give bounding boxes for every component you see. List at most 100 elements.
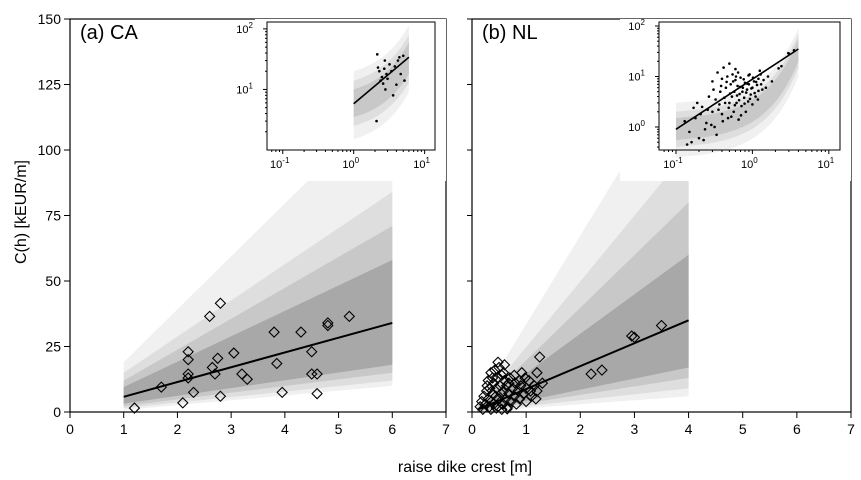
inset-data-point (743, 102, 746, 105)
data-point (498, 359, 511, 371)
data-point (271, 357, 283, 370)
data-point (322, 319, 334, 332)
inset-data-point (712, 88, 715, 91)
data-point (481, 380, 493, 392)
data-point (182, 372, 194, 384)
inset-data-point (752, 80, 756, 83)
inset-data-point (395, 83, 398, 86)
inset-frame (266, 21, 436, 151)
data-point (214, 297, 227, 310)
inset-data-point (720, 77, 724, 81)
inset-data-point (720, 112, 724, 116)
inset-data-point (732, 110, 736, 114)
y-tick-label: 50 (45, 273, 61, 289)
inset-data-point (382, 67, 386, 71)
inset-y-tick-exponent: 2 (249, 21, 254, 30)
inset-data-point (744, 91, 748, 94)
data-point (510, 398, 523, 410)
confidence-band-3 (123, 260, 393, 404)
fit-line (123, 321, 393, 398)
y-axis-label: C(h) [kEUR/m] (13, 160, 30, 264)
inset-data-point (745, 88, 749, 91)
inset-data-point (697, 136, 701, 140)
inset-data-point (738, 85, 742, 89)
inset-data-point (703, 127, 707, 131)
inset-data-point (734, 75, 738, 78)
inset-data-point (758, 69, 762, 73)
inset-y-tick-exponent: 2 (641, 18, 646, 27)
inset-fit-line (675, 48, 799, 130)
inset-data-point (731, 80, 735, 83)
inset-data-point (714, 98, 717, 101)
inset-y-tick-exponent: 1 (641, 68, 646, 77)
inset-data-point (740, 104, 743, 108)
data-point (203, 310, 216, 323)
inset-data-point (754, 95, 757, 98)
inset-data-point (741, 86, 745, 89)
data-point (531, 366, 543, 379)
inset-data-point (375, 53, 379, 56)
inset-data-point (744, 110, 748, 114)
inset-y-tick-exponent: 1 (249, 81, 254, 90)
data-point (343, 310, 356, 323)
inset-data-point (737, 98, 741, 102)
data-point (513, 393, 526, 405)
inset-data-point (755, 83, 759, 87)
inset-x-tick-exponent: 0 (355, 156, 360, 165)
inset-data-point (718, 103, 721, 106)
inset-data-point (746, 100, 750, 103)
inset-data-point (743, 81, 747, 85)
inset-data-point (388, 63, 391, 66)
inset-y-tick-exponent: 0 (641, 119, 646, 128)
inset-data-point (692, 106, 695, 110)
inset-data-point (766, 75, 770, 78)
data-point (536, 377, 549, 389)
inset-x-tick-exponent: -1 (282, 156, 290, 165)
confidence-band-3 (477, 254, 689, 411)
x-tick-label: 7 (847, 421, 855, 437)
data-point (187, 386, 200, 399)
inset-data-point (690, 140, 693, 144)
x-tick-label: 4 (281, 421, 289, 437)
y-tick-label: 125 (38, 77, 62, 93)
inset-data-point (727, 106, 731, 110)
inset-data-point (702, 138, 705, 142)
x-tick-label: 6 (793, 421, 801, 437)
inset-data-point (399, 72, 403, 76)
x-tick-label: 3 (227, 421, 235, 437)
inset-data-point (398, 55, 401, 59)
x-tick-label: 7 (442, 421, 450, 437)
inset-data-point (726, 75, 729, 78)
inset-band-2 (676, 39, 799, 141)
inset-data-point (728, 92, 732, 95)
x-tick-label: 0 (66, 421, 74, 437)
inset-data-point (726, 116, 730, 120)
data-point (533, 351, 546, 363)
data-point (305, 368, 318, 380)
inset-background (255, 19, 446, 181)
data-point (628, 331, 641, 344)
data-point (276, 386, 288, 399)
inset-data-point (396, 59, 400, 62)
inset-data-point (757, 89, 760, 93)
inset-x-tick-exponent: 1 (426, 156, 431, 165)
data-point (182, 368, 194, 380)
inset-data-point (685, 143, 689, 146)
inset-data-point (770, 80, 774, 83)
inset-data-point (792, 49, 796, 52)
data-point (311, 368, 323, 380)
inset-data-point (688, 130, 691, 134)
data-point (182, 353, 194, 366)
data-point (305, 345, 318, 358)
data-point (214, 390, 227, 403)
inset-frame (658, 21, 841, 151)
data-point (503, 377, 515, 389)
y-tick-label: 0 (53, 404, 61, 420)
data-point (228, 347, 240, 359)
inset-data-point (734, 78, 737, 82)
inset-y-tick-label: 101 (236, 81, 253, 96)
data-point (486, 372, 499, 384)
inset-data-point (731, 73, 734, 76)
